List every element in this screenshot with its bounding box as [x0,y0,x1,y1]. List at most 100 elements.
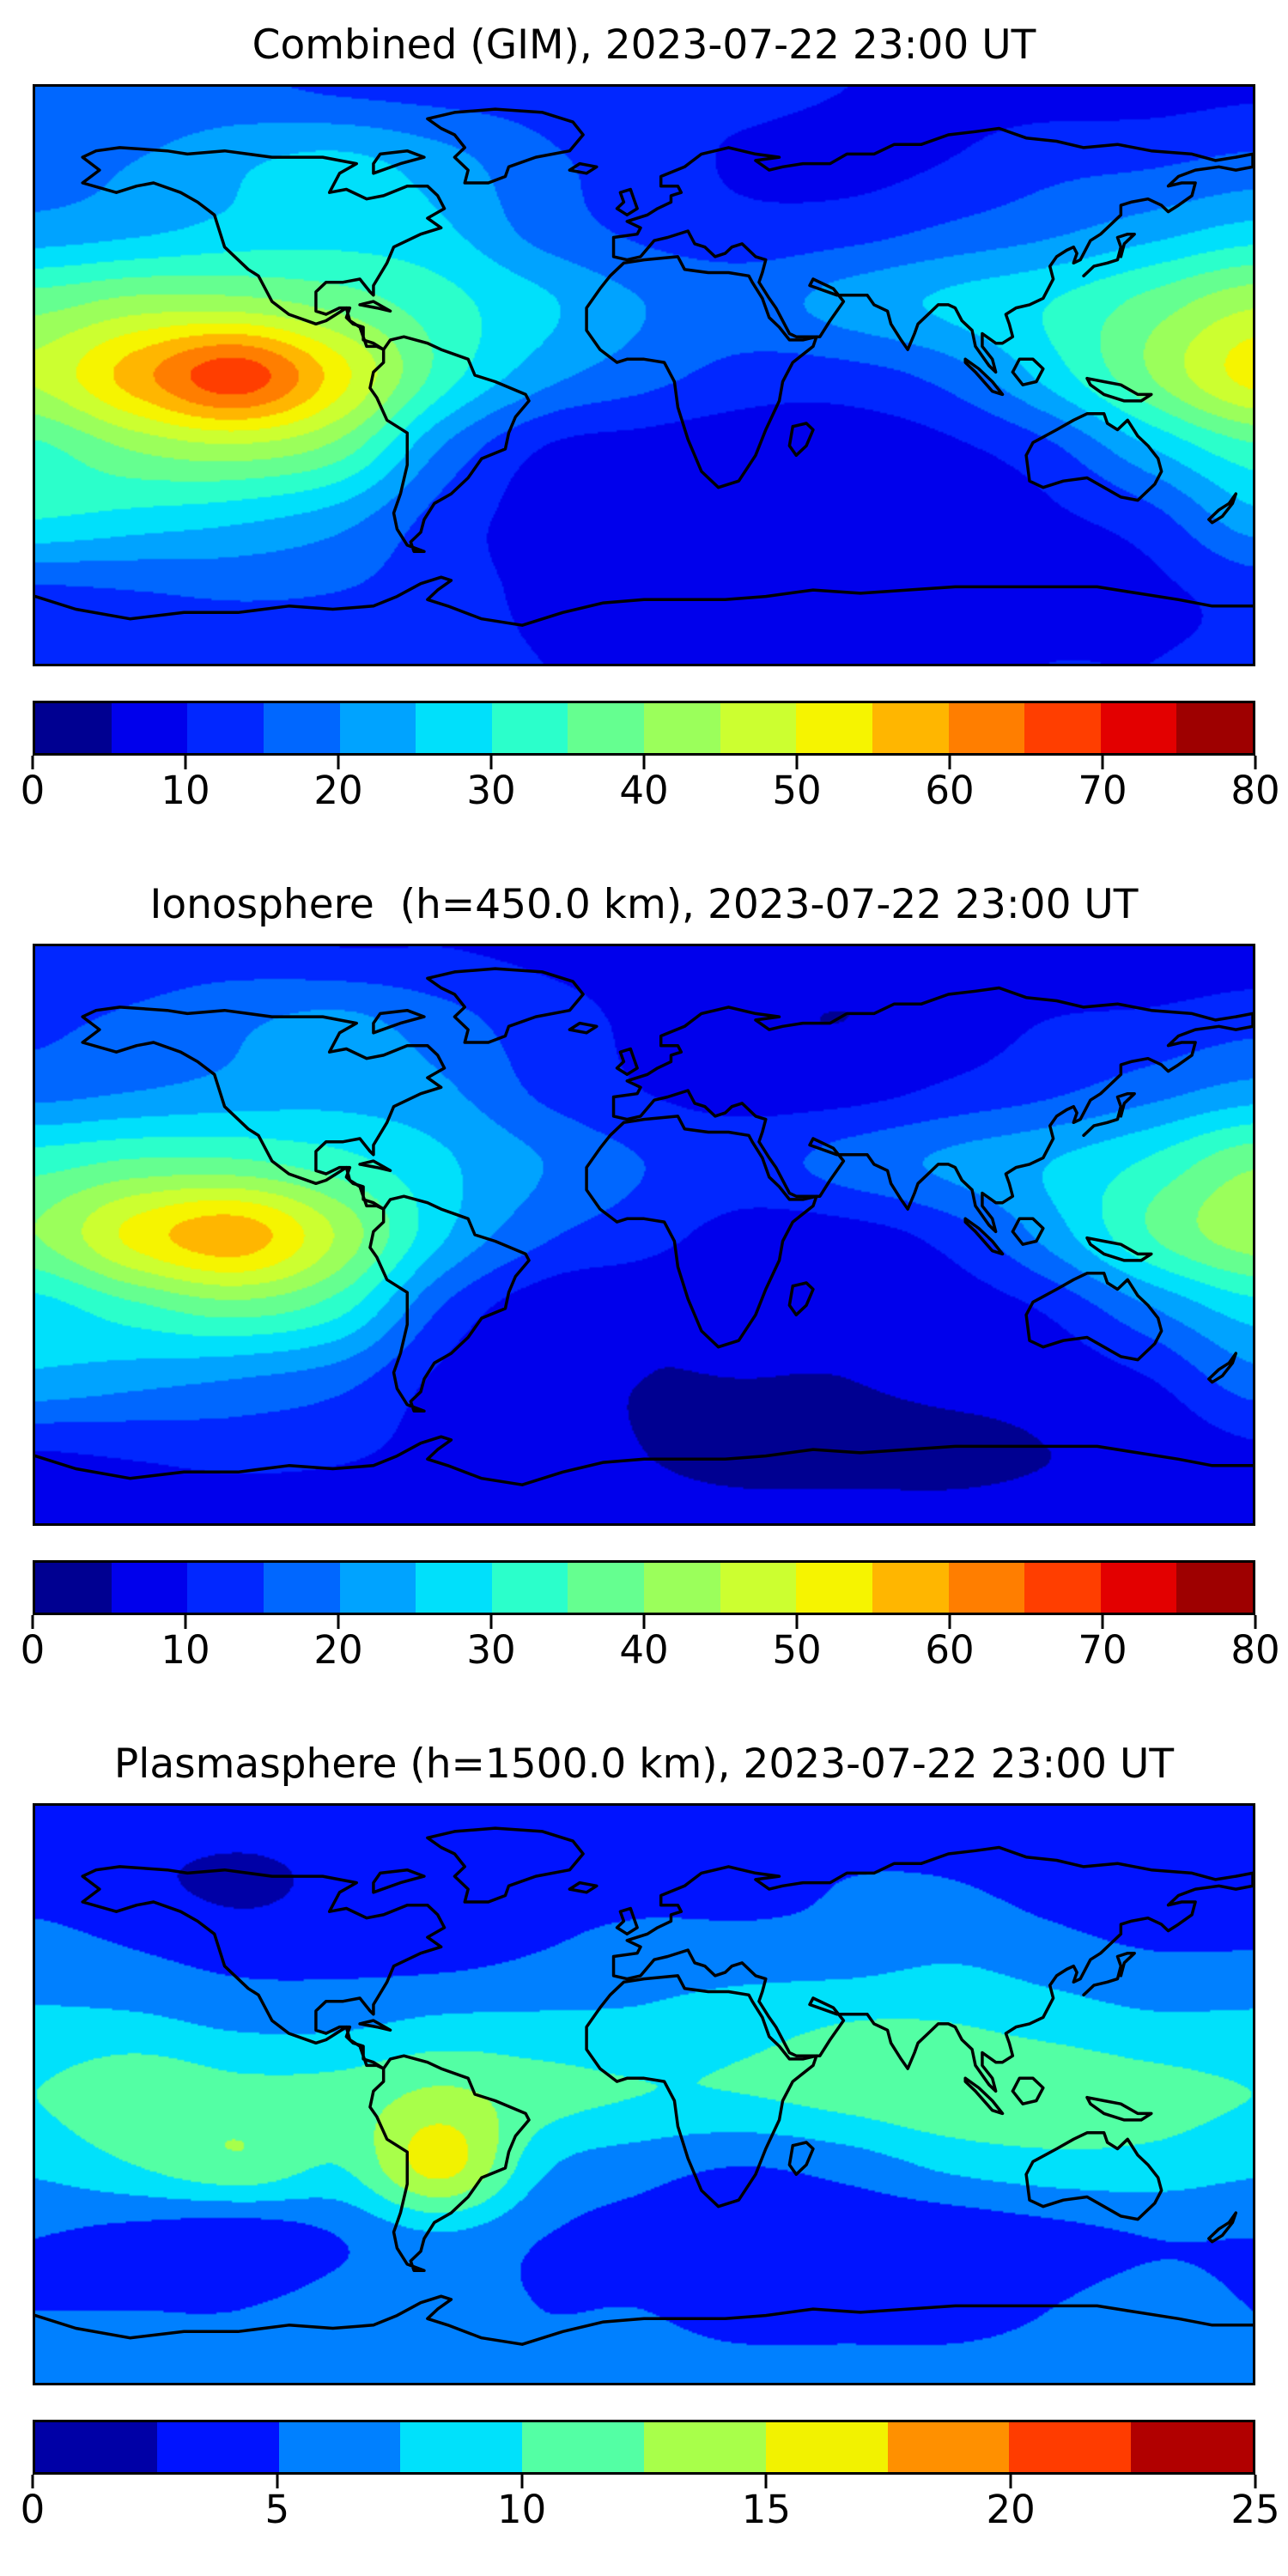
colorbar-segment-5 [643,2422,766,2473]
colorbar-tick-label: 0 [20,768,46,814]
colorbar-labels: 0 5 10 15 20 25 [21,2487,1280,2539]
colorbar-tick-label: 10 [496,2487,547,2533]
panel-title-plasmasphere: Plasmasphere (h=1500.0 km), 2023-07-22 2… [113,1741,1175,1789]
map-combined [33,84,1255,667]
map-plasmasphere [33,1803,1255,2386]
colorbar-tick-label: 50 [772,1627,822,1674]
colorbar-segment-4 [339,1563,416,1613]
colorbar-segment-3 [263,1563,340,1613]
colorbar-tick-label: 70 [1078,768,1127,814]
colorbar-tickmark [764,2475,768,2489]
colorbar-tickmark [1101,1615,1104,1630]
colorbar-tick-label: 10 [161,768,210,814]
panel-title-ionosphere: Ionosphere (h=450.0 km), 2023-07-22 23:0… [149,881,1139,929]
colorbar-tickmark [1009,2475,1012,2489]
colorbar-tick-label: 70 [1078,1627,1127,1674]
colorbar-tickmark [337,756,340,770]
tec-field-canvas [35,87,1253,665]
colorbar-tickmark [1254,2475,1257,2489]
colorbar-segment-6 [491,1563,568,1613]
colorbar-segment-9 [720,703,797,754]
colorbar-segment-7 [887,2422,1010,2473]
colorbar-tick-label: 20 [313,768,363,814]
colorbar-tickmark [795,756,799,770]
tec-field-canvas [35,946,1253,1524]
colorbar-segment-0 [35,1563,112,1613]
colorbar-tick-label: 0 [20,1627,46,1674]
colorbar-labels: 0 10 20 30 40 50 60 70 80 [21,1627,1280,1680]
colorbar-tick-label: 5 [264,2487,290,2533]
colorbar-ionosphere: 0 10 20 30 40 50 60 70 80 [21,1560,1280,1680]
colorbar-segment-2 [187,1563,264,1613]
colorbar-segment-2 [187,703,264,754]
colorbar-segment-14 [1100,703,1177,754]
colorbar-tick-label: 80 [1230,768,1280,814]
colorbar-segment-0 [35,703,112,754]
colorbar-tickmark [184,756,187,770]
colorbar-segment-1 [156,2422,279,2473]
colorbar-segment-3 [400,2422,523,2473]
colorbar-segment-8 [644,703,720,754]
colorbar-segment-2 [278,2422,401,2473]
colorbar-tick-label: 50 [772,768,822,814]
colorbar-tickmark [489,756,493,770]
panel-combined-gim: Combined (GIM), 2023-07-22 23:00 UT 0 10 2… [21,21,1280,820]
colorbar-segment-13 [1024,703,1101,754]
colorbar-tickmark [520,2475,524,2489]
colorbar-segment-11 [872,703,949,754]
colorbar-segment-5 [416,703,492,754]
colorbar-tickmark [642,756,646,770]
colorbar-tickmark [642,1615,646,1630]
coastlines-overlay [35,1826,1253,2347]
coastline-path [35,967,1253,1487]
colorbar-tick-label: 80 [1230,1627,1280,1674]
colorbar-strip [33,2420,1255,2476]
colorbar-strip [33,1560,1255,1616]
colorbar-tickmark [1101,756,1104,770]
colorbar-tick-label: 0 [20,2487,46,2533]
panel-plasmasphere: Plasmasphere (h=1500.0 km), 2023-07-22 2… [21,1741,1280,2539]
colorbar-combined: 0 10 20 30 40 50 60 70 80 [21,701,1280,820]
panel-title-combined: Combined (GIM), 2023-07-22 23:00 UT [252,21,1036,69]
colorbar-tick-label: 30 [466,1627,516,1674]
colorbar-tick-label: 40 [619,768,669,814]
colorbar-tick-label: 40 [619,1627,669,1674]
colorbar-ticks [31,2475,1257,2489]
colorbar-tickmark [276,2475,279,2489]
colorbar-segment-6 [491,703,568,754]
colorbar-tickmark [489,1615,493,1630]
colorbar-tickmark [337,1615,340,1630]
colorbar-segment-6 [765,2422,888,2473]
colorbar-segment-12 [948,703,1025,754]
colorbar-segment-8 [1009,2422,1132,2473]
colorbar-segment-7 [568,1563,644,1613]
coastline-path [35,107,1253,627]
colorbar-tick-label: 15 [741,2487,792,2533]
colorbar-tickmark [31,2475,34,2489]
colorbar-labels: 0 10 20 30 40 50 60 70 80 [21,768,1280,820]
colorbar-tick-label: 10 [161,1627,210,1674]
colorbar-tickmark [1254,756,1257,770]
colorbar-tick-label: 20 [986,2487,1036,2533]
colorbar-segment-9 [1131,2422,1253,2473]
coastline-path [35,1826,1253,2347]
colorbar-tick-label: 20 [313,1627,363,1674]
colorbar-plasmasphere: 0 5 10 15 20 25 [21,2420,1280,2539]
colorbar-segment-1 [111,703,188,754]
colorbar-segment-11 [872,1563,949,1613]
colorbar-tickmark [795,1615,799,1630]
colorbar-tickmark [31,1615,34,1630]
colorbar-segment-1 [111,1563,188,1613]
colorbar-segment-4 [339,703,416,754]
colorbar-segment-8 [644,1563,720,1613]
colorbar-tickmark [1254,1615,1257,1630]
colorbar-segment-4 [522,2422,644,2473]
colorbar-segment-14 [1100,1563,1177,1613]
colorbar-tick-label: 30 [466,768,516,814]
colorbar-segment-0 [35,2422,157,2473]
coastlines-overlay [35,967,1253,1487]
colorbar-segment-13 [1024,1563,1101,1613]
colorbar-segment-15 [1176,1563,1253,1613]
colorbar-segment-7 [568,703,644,754]
